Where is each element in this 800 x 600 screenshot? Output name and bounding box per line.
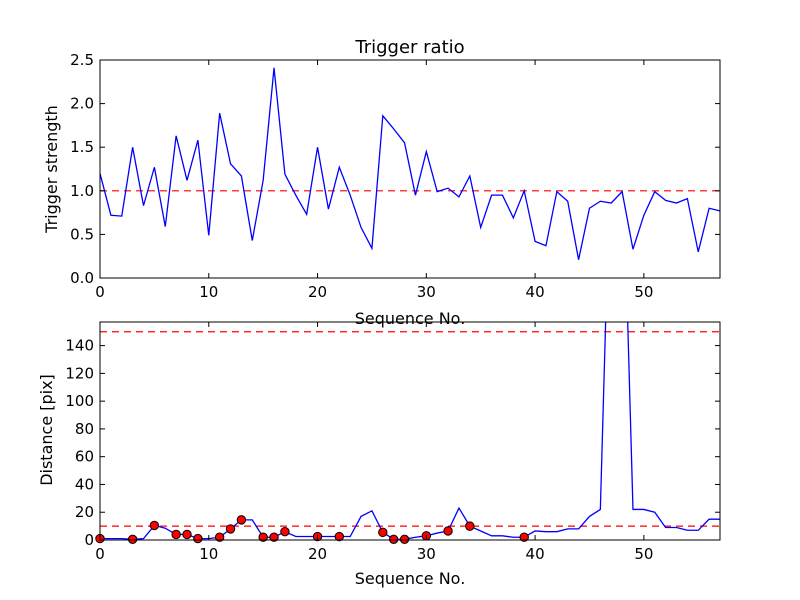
distance-flag-marker <box>280 526 290 537</box>
distance-ytick-label: 0 <box>84 531 94 549</box>
distance-xtick-label: 50 <box>634 545 653 563</box>
distance-xtick-label: 10 <box>199 545 218 563</box>
distance-flag-marker <box>269 532 279 542</box>
distance-xtick-label: 20 <box>308 545 327 563</box>
distance-flag-marker <box>182 529 192 540</box>
distance-flag-marker <box>193 533 203 544</box>
distance-flag-marker <box>171 529 181 540</box>
distance-flag-marker <box>378 527 388 538</box>
distance-xlabel: Sequence No. <box>355 569 466 588</box>
trigger-xtick-label: 0 <box>95 283 105 301</box>
distance-xtick-label: 40 <box>526 545 545 563</box>
distance-ytick-label: 100 <box>65 392 94 410</box>
distance-ytick-label: 60 <box>75 448 94 466</box>
distance-ytick-label: 120 <box>65 364 94 382</box>
trigger-ytick-label: 0.0 <box>70 269 94 287</box>
distance-flag-marker <box>258 532 268 542</box>
distance-ytick-label: 40 <box>75 475 94 493</box>
trigger-series-line <box>100 67 720 260</box>
trigger-ytick-label: 2.5 <box>70 51 94 69</box>
distance-xtick-label: 30 <box>417 545 436 563</box>
distance-flag-marker <box>236 515 247 525</box>
distance-flag-marker <box>519 532 529 542</box>
trigger-xtick-label: 20 <box>308 283 327 301</box>
trigger-xlabel: Sequence No. <box>355 309 466 328</box>
distance-ytick-label: 20 <box>75 503 94 521</box>
trigger-xtick-label: 40 <box>526 283 545 301</box>
trigger-ratio-panel: Trigger ratio Sequence No. Trigger stren… <box>42 37 721 328</box>
trigger-xtick-label: 30 <box>417 283 436 301</box>
distance-flag-marker <box>334 531 344 542</box>
distance-ylabel: Distance [pix] <box>37 374 56 486</box>
trigger-xtick-label: 50 <box>634 283 653 301</box>
trigger-plot-frame <box>99 59 721 279</box>
trigger-ylabel: Trigger strength <box>42 105 61 234</box>
distance-series-line <box>100 322 720 540</box>
distance-flag-marker <box>465 521 475 531</box>
distance-panel: Sequence No. Distance [pix] 0 10 20 30 40 50 0… <box>37 321 721 588</box>
distance-flag-marker <box>443 526 453 536</box>
trigger-ytick-label: 1.0 <box>70 182 94 200</box>
distance-plot-frame <box>99 321 721 541</box>
distance-flag-marker <box>225 524 236 534</box>
distance-flag-marker <box>214 532 225 542</box>
distance-flag-marker <box>149 520 160 531</box>
distance-ytick-label: 140 <box>65 337 94 355</box>
distance-ytick-label: 80 <box>75 420 94 438</box>
distance-flag-marker <box>388 534 399 545</box>
trigger-ytick-label: 1.5 <box>70 138 94 156</box>
trigger-ytick-label: 2.0 <box>70 95 94 113</box>
trigger-ytick-label: 0.5 <box>70 225 94 243</box>
distance-flag-marker <box>127 534 138 545</box>
trigger-ratio-title: Trigger ratio <box>354 37 464 58</box>
trigger-xtick-label: 10 <box>199 283 218 301</box>
distance-flag-marker <box>399 534 410 545</box>
distance-xtick-label: 0 <box>95 545 105 563</box>
